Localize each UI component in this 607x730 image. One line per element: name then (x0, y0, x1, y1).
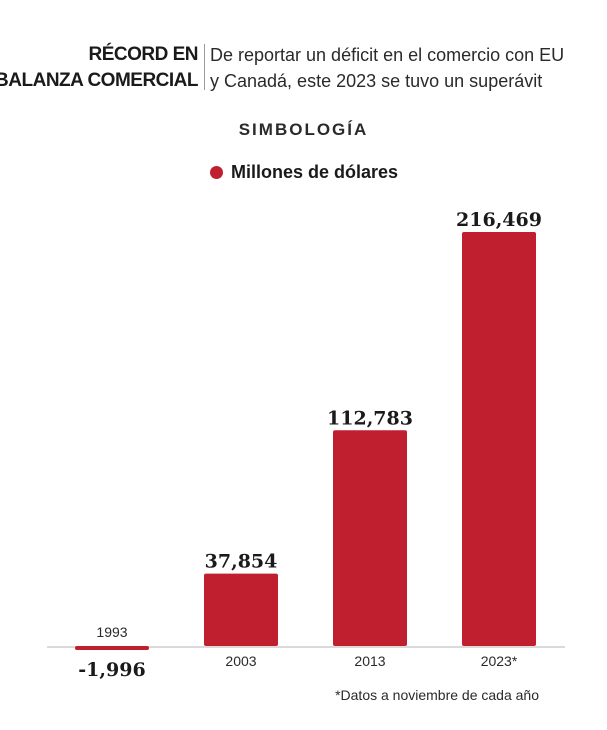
kicker-line-2: BALANZA COMERCIAL (0, 70, 198, 91)
category-label-2003: 2003 (225, 653, 256, 669)
category-label-1993: 1993 (96, 624, 127, 640)
value-label-1993: -1,996 (78, 659, 145, 681)
category-label-2013: 2013 (354, 653, 385, 669)
bar-2003 (204, 573, 278, 646)
legend-title: SIMBOLOGÍA (238, 120, 369, 139)
chart-subtitle: De reportar un déficit en el comercio co… (210, 42, 564, 94)
header-divider (204, 44, 205, 90)
legend-item: Millones de dólares (210, 159, 398, 185)
chart-kicker: RÉCORD EN BALANZA COMERCIAL (0, 42, 198, 94)
subtitle-line-2: y Canadá, este 2023 se tuvo un superávit (210, 71, 543, 91)
value-label-2013: 112,783 (327, 407, 413, 429)
kicker-line-1: RÉCORD EN (88, 44, 198, 65)
footnote: *Datos a noviembre de cada año (335, 687, 539, 703)
bar-2023 (462, 232, 536, 646)
legend-dot-icon (210, 165, 223, 179)
bar-1993 (75, 646, 149, 650)
value-label-2023: 216,469 (456, 209, 542, 231)
chart-header: RÉCORD EN BALANZA COMERCIAL De reportar … (0, 38, 607, 98)
value-label-2003: 37,854 (205, 551, 278, 573)
subtitle-line-1: De reportar un déficit en el comercio co… (210, 45, 565, 65)
category-label-2023: 2023* (481, 653, 518, 669)
legend-label: Millones de dólares (231, 161, 399, 182)
bar-2013 (333, 430, 407, 646)
